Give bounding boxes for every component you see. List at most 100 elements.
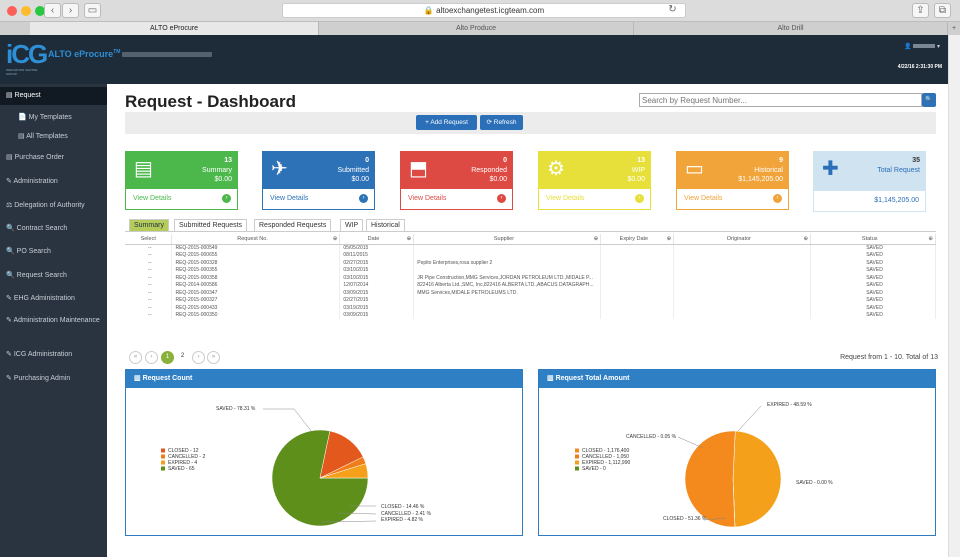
view-details-link[interactable]: View Details › <box>676 189 789 210</box>
table-cell[interactable]: REQ-2015-000347 <box>171 289 341 297</box>
sidebar-item-request[interactable]: ▤ Request <box>0 87 107 105</box>
table-cell[interactable]: REQ-2015-000328 <box>171 259 341 267</box>
search-input[interactable] <box>639 93 922 107</box>
table-cell: SAVED <box>810 274 936 282</box>
table-row[interactable]: -- REQ-2014-000586 12/07/2014 822416 Albert… <box>125 281 936 289</box>
sidebar-item-ehg-administration[interactable]: ✎ EHG Administration <box>0 290 107 308</box>
view-details-link[interactable]: View Details › <box>262 189 375 210</box>
column-header-select[interactable]: Select <box>125 234 173 245</box>
sidebar-item-request-search[interactable]: 🔍 Request Search <box>0 267 107 285</box>
table-cell[interactable]: REQ-2015-000433 <box>171 304 341 312</box>
logo[interactable]: iCG INNOVATION CENTRE GROUP <box>6 39 48 79</box>
table-cell[interactable]: REQ-2015-000655 <box>171 251 341 259</box>
last-page-button[interactable]: » <box>207 351 220 364</box>
filter-icon[interactable]: ⊕ <box>406 235 412 242</box>
pie-slice-expired[interactable] <box>319 463 369 479</box>
table-row[interactable]: -- REQ-2015-000358 03/10/2015 JR Pipe Const… <box>125 274 936 282</box>
table-row[interactable]: -- REQ-2015-000327 02/27/2015 SAVED <box>125 296 936 304</box>
browser-tab[interactable]: Alto Drill <box>634 22 948 35</box>
url-bar[interactable]: 🔒 altoexchangetest.icgteam.com <box>282 3 686 18</box>
refresh-button[interactable]: ⟳ Refresh <box>480 115 523 130</box>
sidebar-item-all-templates[interactable]: ▤ All Templates <box>0 128 107 146</box>
table-row[interactable]: -- REQ-2015-000549 05/05/2015 SAVED <box>125 244 936 252</box>
sidebar-item-administration-maintenance[interactable]: ✎ Administration Maintenance <box>0 313 107 337</box>
prev-page-button[interactable]: ‹ <box>145 351 158 364</box>
table-cell[interactable]: REQ-2014-000586 <box>171 281 341 289</box>
zoom-window-icon[interactable] <box>35 6 45 16</box>
sidebar-item-label: Delegation of Authority <box>14 202 85 209</box>
page-button[interactable]: 1 <box>161 351 174 364</box>
table-row[interactable]: -- REQ-2015-000328 02/27/2015 Pepito Enterp… <box>125 259 936 267</box>
first-page-button[interactable]: « <box>129 351 142 364</box>
reload-icon[interactable]: ↻ <box>668 4 677 15</box>
table-cell[interactable]: REQ-2015-000355 <box>171 266 341 274</box>
slice-label: CANCELLED - 2.41 % <box>381 511 432 517</box>
browser-tab[interactable]: Alto Produce <box>319 22 634 35</box>
tab-wip[interactable]: WIP <box>340 219 364 231</box>
page-button[interactable]: 2 <box>180 353 185 359</box>
back-button[interactable]: ‹ <box>44 3 61 18</box>
pie-slice-closed[interactable] <box>684 430 736 528</box>
logo-subtitle: INNOVATION CENTRE GROUP <box>6 68 38 76</box>
filter-icon[interactable]: ⊕ <box>666 235 672 242</box>
arrow-right-icon: › <box>635 194 644 203</box>
table-cell[interactable]: REQ-2015-000327 <box>171 296 341 304</box>
table-row[interactable]: -- REQ-2015-000347 03/09/2015 MMG Services,… <box>125 289 936 297</box>
table-cell[interactable]: REQ-2015-000350 <box>171 311 341 319</box>
tab-summary[interactable]: Summary <box>129 219 169 231</box>
sidebar-item-icg-administration[interactable]: ✎ ICG Administration <box>0 346 107 364</box>
view-details-link[interactable]: View Details › <box>400 189 513 210</box>
view-details-link[interactable]: View Details › <box>125 189 238 210</box>
next-page-button[interactable]: › <box>192 351 205 364</box>
table-row[interactable]: -- REQ-2015-000433 03/19/2015 SAVED <box>125 304 936 312</box>
column-header-expiry-date[interactable]: Expiry Date ⊕ <box>600 234 675 245</box>
filter-icon[interactable]: ⊕ <box>928 235 933 242</box>
tab-historical[interactable]: Historical <box>366 219 405 231</box>
table-cell[interactable]: REQ-2015-000358 <box>171 274 341 282</box>
card-label: Summary $0.00 <box>202 167 232 183</box>
tab-responded-requests[interactable]: Responded Requests <box>254 219 332 231</box>
legend-item: SAVED - 0 <box>582 466 606 472</box>
close-window-icon[interactable] <box>7 6 17 16</box>
legend-item: EXPIRED - 1,112,990 <box>582 460 630 466</box>
legend-swatch <box>161 460 165 465</box>
tab-submitted-requests[interactable]: Submitted Requests <box>174 219 248 231</box>
sidebar-item-contract-search[interactable]: 🔍 Contract Search <box>0 220 107 238</box>
table-cell <box>600 304 675 312</box>
sidebar-item-po-search[interactable]: 🔍 PO Search <box>0 243 107 261</box>
column-header-originator[interactable]: Originator ⊕ <box>673 234 812 245</box>
sidebar-item-purchase-order[interactable]: ▤ Purchase Order <box>0 149 107 167</box>
filter-icon[interactable]: ⊕ <box>593 235 599 242</box>
column-header-request-no-[interactable]: Request No. ⊕ <box>171 234 341 245</box>
search-button[interactable]: 🔍 <box>922 93 936 107</box>
pagination-summary: Request from 1 - 10. Total of 13 <box>840 354 938 361</box>
column-header-date[interactable]: Date ⊕ <box>339 234 415 245</box>
user-menu[interactable]: 👤 ▾ <box>904 44 940 50</box>
filter-icon[interactable]: ⊕ <box>332 235 338 242</box>
page-scrollbar[interactable] <box>948 35 960 557</box>
column-header-supplier[interactable]: Supplier ⊕ <box>413 234 602 245</box>
table-row[interactable]: -- REQ-2015-000350 03/09/2015 SAVED <box>125 311 936 319</box>
table-row[interactable]: -- REQ-2015-000655 08/11/2015 SAVED <box>125 251 936 259</box>
table-cell[interactable]: REQ-2015-000549 <box>171 244 341 252</box>
browser-tab[interactable]: ALTO eProcure <box>30 22 319 35</box>
tabs-overview-icon[interactable]: ⧉ <box>934 3 951 18</box>
pie-slice-expired[interactable] <box>732 430 782 528</box>
minimize-window-icon[interactable] <box>21 6 31 16</box>
view-details-link[interactable]: View Details › <box>538 189 651 210</box>
column-header-status[interactable]: Status ⊕ <box>810 234 936 245</box>
sidebar-item-administration[interactable]: ✎ Administration <box>0 173 107 191</box>
table-cell: -- <box>125 259 173 267</box>
share-icon[interactable]: ⇪ <box>912 3 929 18</box>
sidebar-toggle-icon[interactable]: ▭ <box>84 3 101 18</box>
sidebar-item-purchasing-admin[interactable]: ✎ Purchasing Admin <box>0 370 107 388</box>
table-row[interactable]: -- REQ-2015-000355 03/10/2015 SAVED <box>125 266 936 274</box>
card-submitted: ✈ 0 Submitted $0.00 View Details › <box>262 151 375 210</box>
filter-icon[interactable]: ⊕ <box>803 235 809 242</box>
sidebar-item-my-templates[interactable]: 📄 My Templates <box>0 109 107 127</box>
forward-button[interactable]: › <box>62 3 79 18</box>
table-cell <box>673 296 812 304</box>
sidebar-item-delegation-of-authority[interactable]: ⚖ Delegation of Authority <box>0 197 107 215</box>
add-request-button[interactable]: + Add Request <box>416 115 477 130</box>
new-tab-button[interactable]: + <box>951 25 957 32</box>
